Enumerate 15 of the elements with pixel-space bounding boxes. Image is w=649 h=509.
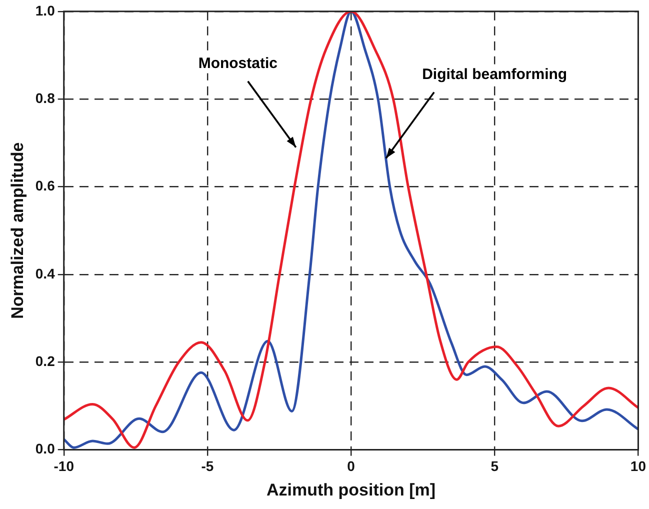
x-tick-label: -5 — [201, 458, 214, 474]
y-tick-label: 0.0 — [35, 440, 56, 457]
x-tick-label: 5 — [490, 458, 499, 474]
x-tick-label: -10 — [54, 458, 74, 474]
y-axis-title: Normalized amplitude — [8, 142, 27, 319]
y-tick-label: 0.8 — [35, 90, 56, 106]
x-axis-title: Azimuth position [m] — [266, 480, 436, 500]
x-tick-label: 10 — [630, 458, 646, 474]
annotation: Monostatic — [198, 54, 278, 72]
annotation: Digital beamforming — [422, 66, 568, 83]
y-tick-label: 0.6 — [35, 178, 56, 194]
y-tick-label: 0.2 — [35, 352, 56, 369]
x-tick-label: 0 — [347, 458, 356, 474]
y-tick-label: 1.0 — [35, 2, 56, 18]
y-tick-label: 0.4 — [35, 265, 56, 282]
